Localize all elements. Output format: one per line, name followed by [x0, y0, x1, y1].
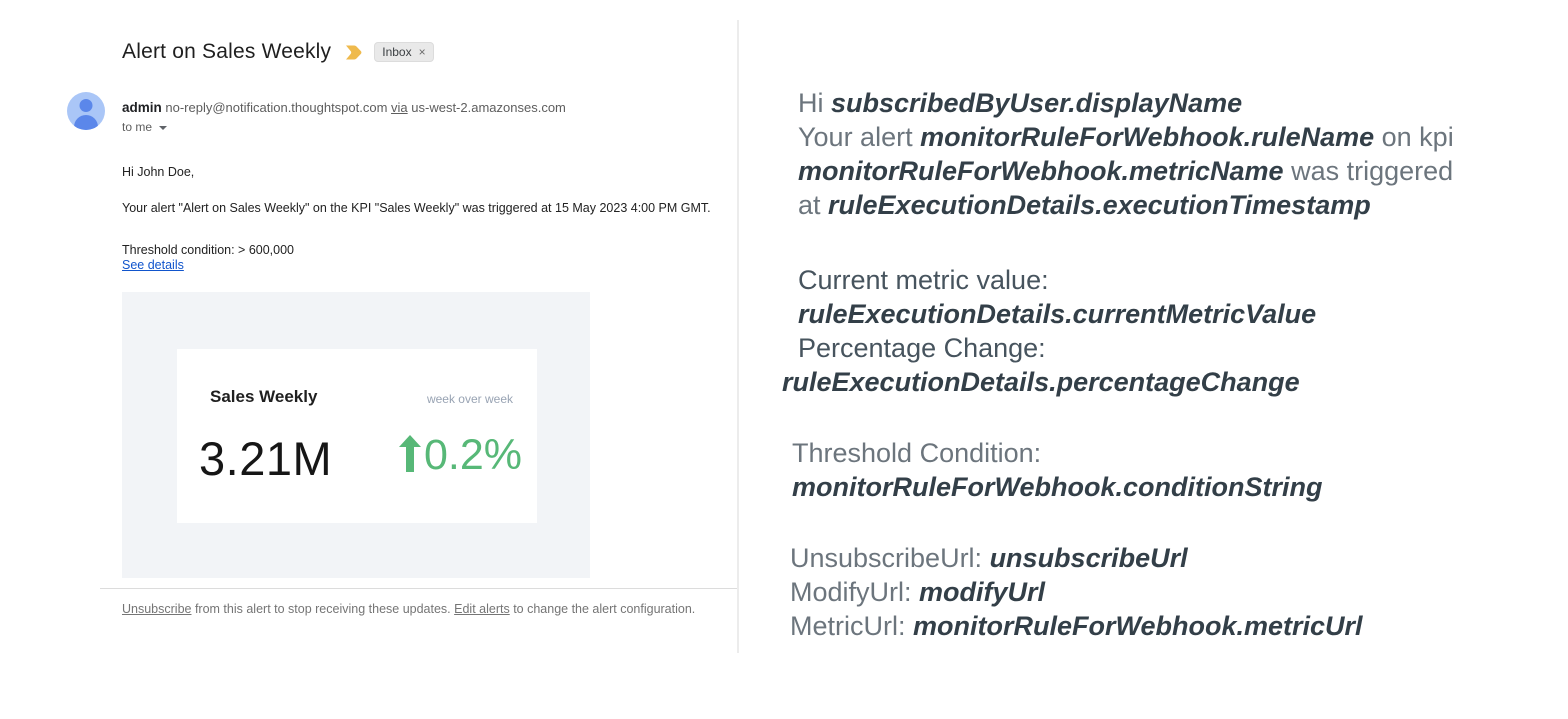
inbox-chip-close-icon[interactable]: ×	[418, 45, 426, 59]
via-label: via	[391, 100, 408, 115]
inbox-chip-label: Inbox	[382, 45, 412, 59]
unsubscribe-link[interactable]: Unsubscribe	[122, 602, 192, 616]
text-segment: modifyUrl	[919, 577, 1046, 607]
text-segment: monitorRuleForWebhook.metricUrl	[913, 611, 1363, 641]
kpi-value: 3.21M	[199, 432, 333, 485]
email-subject: Alert on Sales Weekly	[122, 40, 332, 63]
sender-name: admin	[122, 100, 162, 115]
text-segment: subscribedByUser.displayName	[831, 88, 1243, 118]
kpi-title: Sales Weekly	[210, 387, 318, 406]
to-me-toggle[interactable]: to me	[122, 120, 168, 134]
kpi-change: 0.2%	[399, 431, 522, 480]
text-segment: ruleExecutionDetails.executionTimestamp	[828, 190, 1371, 220]
to-me-label: to me	[122, 120, 153, 134]
template-block-metric: Current metric value: ruleExecutionDetail…	[782, 263, 1317, 399]
avatar-person-icon	[79, 99, 93, 112]
text-segment: UnsubscribeUrl:	[790, 543, 990, 573]
template-block-threshold: Threshold Condition: monitorRuleForWebhoo…	[792, 436, 1322, 504]
text-segment: ruleExecutionDetails.currentMetricValue	[798, 299, 1317, 329]
text-segment: monitorRuleForWebhook.conditionString	[792, 472, 1323, 502]
sender-line: admin no-reply@notification.thoughtspot.…	[122, 100, 566, 115]
caret-down-icon	[159, 126, 168, 130]
text-segment: MetricUrl:	[790, 611, 913, 641]
greeting-text: Hi John Doe,	[122, 165, 195, 179]
subject-row: Alert on Sales Weekly Inbox ×	[122, 40, 434, 64]
text-segment: Current metric value:	[798, 265, 1049, 295]
kpi-comparison-label: week over week	[426, 392, 513, 406]
text-segment: ruleExecutionDetails.percentageChange	[782, 367, 1300, 397]
footer-text-1: from this alert to stop receiving these …	[191, 602, 455, 616]
text-segment: monitorRuleForWebhook.ruleName	[920, 122, 1375, 152]
sender-email: no-reply@notification.thoughtspot.com	[161, 100, 392, 115]
sender-avatar[interactable]	[67, 92, 105, 130]
text-segment: Percentage Change:	[798, 333, 1046, 363]
up-arrow-icon	[399, 435, 421, 472]
template-block-greeting: Hi subscribedByUser.displayName Your aler…	[798, 86, 1454, 222]
footer-text: Unsubscribe from this alert to stop rece…	[122, 602, 695, 616]
text-segment: at	[798, 190, 829, 220]
avatar-person-body	[74, 115, 98, 130]
template-block-urls: UnsubscribeUrl: unsubscribeUrl ModifyUrl:…	[790, 541, 1363, 643]
inbox-chip[interactable]: Inbox ×	[374, 42, 434, 62]
edit-alerts-link[interactable]: Edit alerts	[454, 602, 510, 616]
message-divider	[100, 588, 737, 589]
alert-body-text: Your alert "Alert on Sales Weekly" on th…	[122, 201, 711, 215]
text-segment: Hi	[798, 88, 831, 118]
kpi-change-value: 0.2%	[424, 431, 523, 479]
text-segment: unsubscribeUrl	[989, 543, 1188, 573]
via-domain: us-west-2.amazonses.com	[407, 100, 566, 115]
text-segment: ModifyUrl:	[790, 577, 920, 607]
threshold-text: Threshold condition: > 600,000	[122, 243, 294, 257]
kpi-card-inner: Sales Weekly week over week 3.21M 0.2%	[177, 349, 537, 523]
panel-divider	[737, 20, 739, 653]
text-segment: was triggered	[1283, 156, 1454, 186]
kpi-card: Sales Weekly week over week 3.21M 0.2%	[122, 292, 590, 578]
text-segment: Threshold Condition:	[792, 438, 1042, 468]
text-segment: on kpi	[1374, 122, 1454, 152]
footer-text-2: to change the alert configuration.	[509, 602, 696, 616]
see-details-link[interactable]: See details	[122, 258, 184, 272]
text-segment: monitorRuleForWebhook.metricName	[798, 156, 1284, 186]
important-marker-icon[interactable]	[345, 45, 362, 60]
text-segment: Your alert	[798, 122, 921, 152]
